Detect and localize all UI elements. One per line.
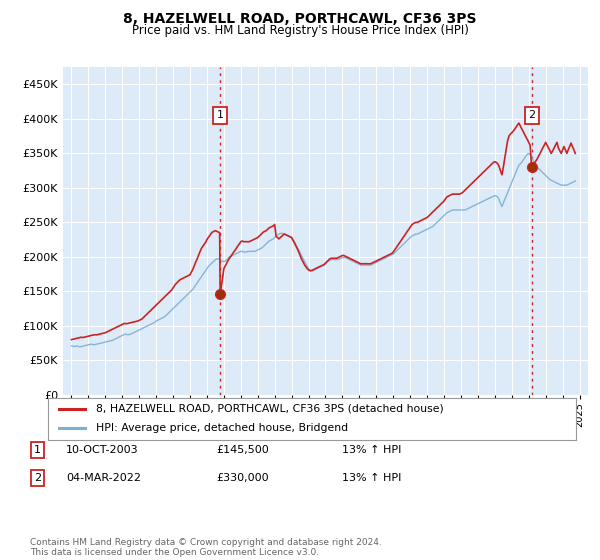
Text: 2: 2 bbox=[34, 473, 41, 483]
Text: Price paid vs. HM Land Registry's House Price Index (HPI): Price paid vs. HM Land Registry's House … bbox=[131, 24, 469, 37]
Text: 13% ↑ HPI: 13% ↑ HPI bbox=[342, 445, 401, 455]
Text: Contains HM Land Registry data © Crown copyright and database right 2024.
This d: Contains HM Land Registry data © Crown c… bbox=[30, 538, 382, 557]
Text: 1: 1 bbox=[217, 110, 224, 120]
Text: £330,000: £330,000 bbox=[216, 473, 269, 483]
Text: £145,500: £145,500 bbox=[216, 445, 269, 455]
Text: 10-OCT-2003: 10-OCT-2003 bbox=[66, 445, 139, 455]
Text: 8, HAZELWELL ROAD, PORTHCAWL, CF36 3PS: 8, HAZELWELL ROAD, PORTHCAWL, CF36 3PS bbox=[123, 12, 477, 26]
Text: HPI: Average price, detached house, Bridgend: HPI: Average price, detached house, Brid… bbox=[95, 423, 347, 433]
Text: 2: 2 bbox=[528, 110, 535, 120]
Text: 13% ↑ HPI: 13% ↑ HPI bbox=[342, 473, 401, 483]
Text: 8, HAZELWELL ROAD, PORTHCAWL, CF36 3PS (detached house): 8, HAZELWELL ROAD, PORTHCAWL, CF36 3PS (… bbox=[95, 404, 443, 414]
Text: 1: 1 bbox=[34, 445, 41, 455]
Text: 04-MAR-2022: 04-MAR-2022 bbox=[66, 473, 141, 483]
